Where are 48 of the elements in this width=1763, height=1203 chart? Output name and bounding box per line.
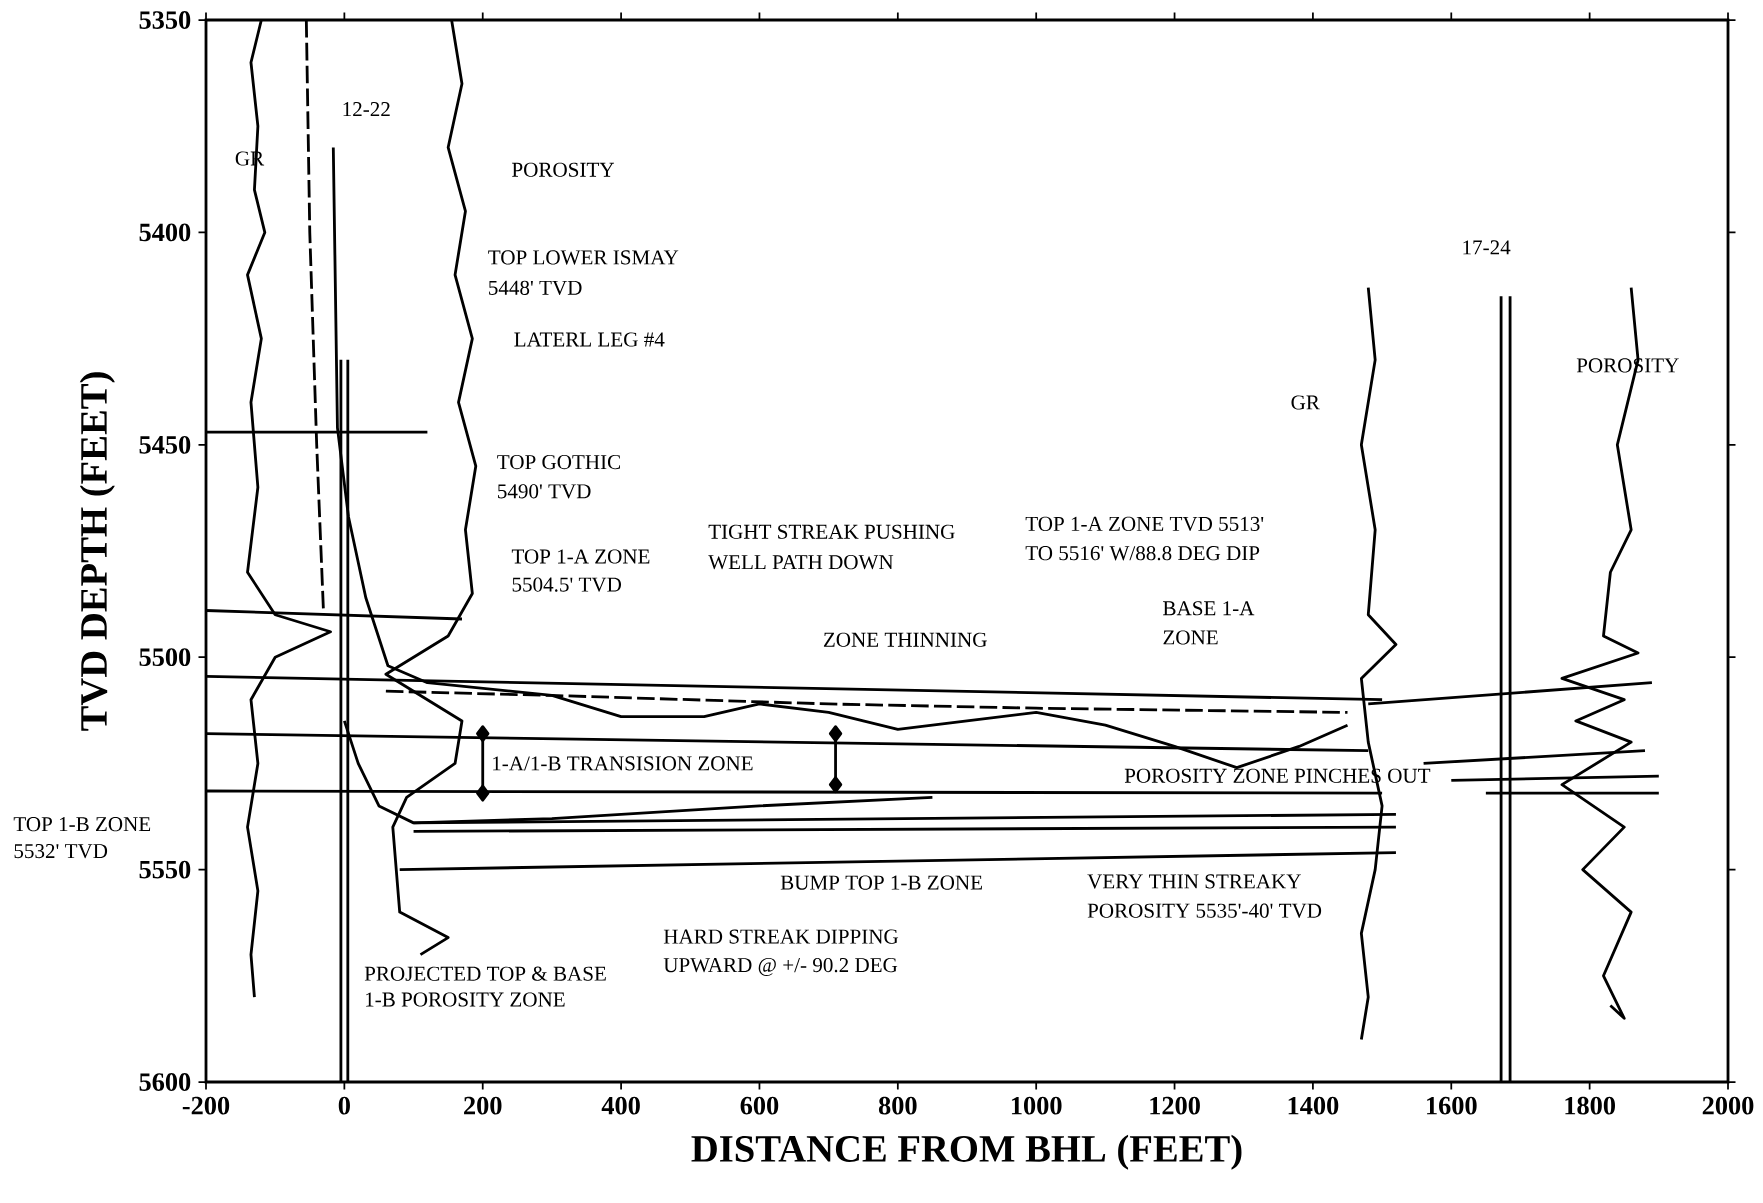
annotation: POROSITY 5535'-40' TVD <box>1087 903 1322 918</box>
x-tick-label: 1000 <box>1011 1096 1062 1115</box>
annotation: ZONE THINNING <box>823 632 987 647</box>
x-tick-label: 1400 <box>1288 1096 1339 1115</box>
annotation: 1-A/1-B TRANSISION ZONE <box>493 756 753 771</box>
x-tick-label: 800 <box>878 1096 917 1115</box>
x-tick-label: 200 <box>464 1096 502 1115</box>
text: TOP 1-B ZONE <box>13 817 151 832</box>
annotation: 5490' TVD <box>498 484 591 499</box>
annotation: HARD STREAK DIPPING <box>663 929 899 944</box>
text: 5532' TVD <box>14 844 108 859</box>
x-tick-label: 600 <box>740 1096 779 1115</box>
x-tick-label: 400 <box>601 1096 640 1115</box>
annotation: LATERL LEG #4 <box>514 332 665 347</box>
x-tick-label: 1200 <box>1150 1096 1200 1115</box>
annotation: VERY THIN STREAKY <box>1087 874 1301 889</box>
x-tick-label: 0 <box>338 1096 350 1115</box>
annotation: 17-24 <box>1463 240 1511 255</box>
y-tick-label: 5600 <box>139 1073 191 1091</box>
annotation: GR <box>1291 395 1320 410</box>
annotation: TO 5516' W/88.8 DEG DIP <box>1025 546 1260 561</box>
annotation: TOP GOTHIC <box>497 455 620 470</box>
x-tick-label: 2000 <box>1702 1096 1754 1115</box>
annotation: TOP 1-A ZONE <box>511 549 650 564</box>
annotation: TOP LOWER ISMAY <box>488 250 679 265</box>
annotation: TIGHT STREAK PUSHING <box>708 524 955 539</box>
annotation: WELL PATH DOWN <box>708 555 894 570</box>
annotation: BUMP TOP 1-B ZONE <box>780 875 982 890</box>
annotation: PROJECTED TOP & BASE <box>364 966 606 981</box>
annotation: UPWARD @ +/- 90.2 DEG <box>663 957 898 976</box>
x-axis-title: DISTANCE FROM BHL (FEET) <box>691 1134 1242 1170</box>
y-tick-label: 5450 <box>139 435 191 454</box>
annotation: TOP 1-A ZONE TVD 5513' <box>1025 516 1264 532</box>
annotation: 12-22 <box>343 102 390 117</box>
x-tick-label: -200 <box>182 1096 230 1115</box>
y-tick-label: 5500 <box>139 648 191 667</box>
annotation: 5448' TVD <box>489 280 582 296</box>
y-tick-label: 5400 <box>139 223 191 242</box>
x-tick-label: 1800 <box>1565 1096 1615 1115</box>
annotation: 1-B POROSITY ZONE <box>366 992 565 1007</box>
annotation: ZONE <box>1163 630 1218 645</box>
annotation: POROSITY <box>512 162 615 177</box>
y-tick-label: 5550 <box>139 860 191 879</box>
annotation: BASE 1-A <box>1163 601 1255 616</box>
y-tick-label: 5350 <box>139 11 191 29</box>
y-axis-title: TVD DEPTH (FEET) <box>79 372 115 731</box>
annotation: 5504.5' TVD <box>512 577 622 592</box>
x-tick-label: 1600 <box>1427 1096 1477 1115</box>
